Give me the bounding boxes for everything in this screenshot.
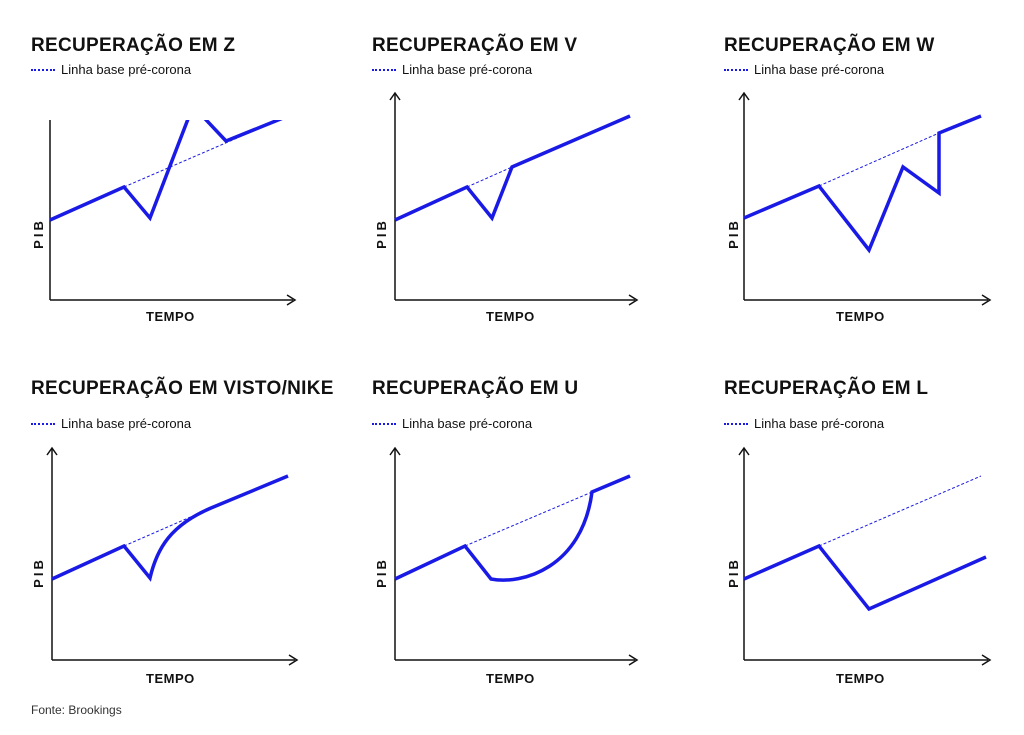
legend-label: Linha base pré-corona xyxy=(402,416,533,431)
y-axis-arrow-icon xyxy=(738,91,750,101)
panel-u: RECUPERAÇÃO EM U Linha base pré-corona P… xyxy=(372,378,692,708)
panel-title: RECUPERAÇÃO EM VISTO/NIKE xyxy=(31,378,334,399)
x-axis-arrow-icon xyxy=(286,294,297,306)
y-axis-label: PIB xyxy=(30,557,46,588)
dotted-line-swatch xyxy=(372,422,396,425)
baseline-line xyxy=(464,491,593,547)
legend-label: Linha base pré-corona xyxy=(754,62,885,77)
panel-title: RECUPERAÇÃO EM V xyxy=(372,35,578,56)
legend: Linha base pré-corona xyxy=(724,416,884,431)
legend: Linha base pré-corona xyxy=(724,62,884,77)
x-axis-label: TEMPO xyxy=(486,309,535,324)
x-axis-arrow-icon xyxy=(628,654,639,666)
panel-title: RECUPERAÇÃO EM U xyxy=(372,378,579,399)
gdp-curve xyxy=(394,474,631,582)
baseline-line xyxy=(466,166,513,188)
panel-l: RECUPERAÇÃO EM L Linha base pré-corona P… xyxy=(724,378,1024,708)
plot-u xyxy=(389,446,639,666)
gdp-curve xyxy=(743,543,987,612)
gdp-curve xyxy=(51,474,289,582)
legend-label: Linha base pré-corona xyxy=(754,416,885,431)
baseline-line xyxy=(123,120,281,188)
plot-v xyxy=(389,91,639,306)
gdp-curve xyxy=(743,114,982,254)
gdp-curve xyxy=(394,114,631,222)
dotted-line-swatch xyxy=(724,68,748,71)
plot-z xyxy=(49,120,297,306)
legend-label: Linha base pré-corona xyxy=(402,62,533,77)
baseline-line xyxy=(123,507,212,547)
x-axis-arrow-icon xyxy=(288,654,299,666)
panel-w: RECUPERAÇÃO EM W Linha base pré-corona P… xyxy=(724,35,1024,365)
legend-label: Linha base pré-corona xyxy=(61,416,192,431)
panel-title: RECUPERAÇÃO EM L xyxy=(724,378,929,399)
legend: Linha base pré-corona xyxy=(372,62,532,77)
legend: Linha base pré-corona xyxy=(31,416,191,431)
panel-v: RECUPERAÇÃO EM V Linha base pré-corona P… xyxy=(372,35,692,365)
panel-title: RECUPERAÇÃO EM W xyxy=(724,35,935,56)
gdp-curve xyxy=(49,120,283,222)
y-axis-label: PIB xyxy=(30,218,46,249)
x-axis-arrow-icon xyxy=(981,294,992,306)
y-axis-arrow-icon xyxy=(389,91,401,101)
legend-label: Linha base pré-corona xyxy=(61,62,192,77)
y-axis-arrow-icon xyxy=(389,446,401,456)
y-axis-arrow-icon xyxy=(738,446,750,456)
dotted-line-swatch xyxy=(372,68,396,71)
x-axis-label: TEMPO xyxy=(836,671,885,686)
y-axis-arrow-icon xyxy=(46,446,58,456)
x-axis-label: TEMPO xyxy=(146,309,195,324)
source-note: Fonte: Brookings xyxy=(31,703,122,717)
plot-nike xyxy=(46,446,299,666)
plot-l xyxy=(738,446,992,666)
y-axis-label: PIB xyxy=(725,218,741,249)
panel-nike: RECUPERAÇÃO EM VISTO/NIKE Linha base pré… xyxy=(31,378,351,708)
y-axis-label: PIB xyxy=(373,218,389,249)
x-axis-label: TEMPO xyxy=(836,309,885,324)
dotted-line-swatch xyxy=(724,422,748,425)
y-axis-label: PIB xyxy=(373,557,389,588)
dotted-line-swatch xyxy=(31,68,55,71)
legend: Linha base pré-corona xyxy=(372,416,532,431)
x-axis-arrow-icon xyxy=(628,294,639,306)
x-axis-label: TEMPO xyxy=(486,671,535,686)
plot-w xyxy=(738,91,992,306)
legend: Linha base pré-corona xyxy=(31,62,191,77)
y-axis-label: PIB xyxy=(725,557,741,588)
dotted-line-swatch xyxy=(31,422,55,425)
panel-z: RECUPERAÇÃO EM Z Linha base pré-corona P… xyxy=(31,35,351,365)
baseline-line xyxy=(818,132,940,187)
x-axis-arrow-icon xyxy=(981,654,992,666)
baseline-line xyxy=(818,475,982,547)
panel-title: RECUPERAÇÃO EM Z xyxy=(31,35,236,56)
x-axis-label: TEMPO xyxy=(146,671,195,686)
